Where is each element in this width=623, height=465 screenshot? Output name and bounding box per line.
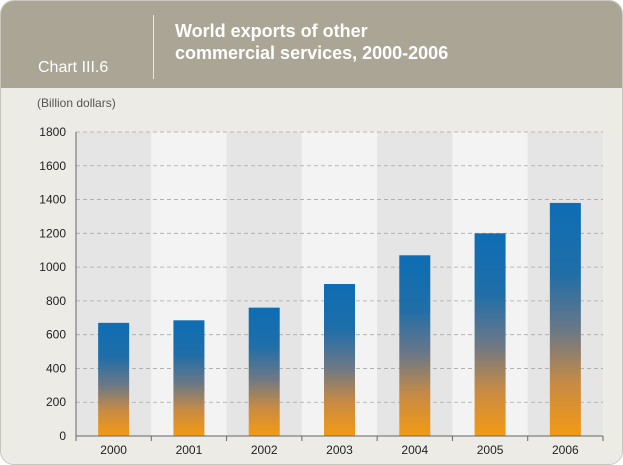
bar-2004 [399, 255, 431, 436]
bar-2002 [248, 307, 280, 436]
y-tick-label: 1200 [39, 226, 66, 240]
y-unit-label: (Billion dollars) [37, 96, 116, 110]
x-tick-label: 2003 [326, 443, 353, 457]
y-tick-label: 0 [59, 429, 66, 443]
y-tick-label: 1000 [39, 260, 66, 274]
x-tick-label: 2004 [401, 443, 428, 457]
header-divider [153, 15, 154, 79]
x-tick-label: 2000 [100, 443, 127, 457]
y-tick-label: 200 [46, 395, 66, 409]
y-tick-label: 1800 [39, 125, 66, 139]
x-tick-label: 2006 [552, 443, 579, 457]
y-tick-label: 400 [46, 361, 66, 375]
bar-2005 [474, 233, 506, 436]
y-tick-label: 600 [46, 328, 66, 342]
y-tick-label: 800 [46, 294, 66, 308]
bar-2006 [549, 202, 581, 436]
x-tick-label: 2002 [251, 443, 278, 457]
bar-2001 [173, 320, 205, 436]
x-tick-label: 2005 [477, 443, 504, 457]
chart-title: World exports of other commercial servic… [175, 21, 449, 63]
chart-number-label: Chart III.6 [38, 59, 109, 76]
y-tick-label: 1600 [39, 159, 66, 173]
chart-header: Chart III.6 World exports of other comme… [1, 1, 622, 88]
x-tick-label: 2001 [176, 443, 203, 457]
bar-2000 [98, 322, 130, 436]
bar-2003 [324, 284, 355, 436]
y-tick-label: 1400 [39, 193, 66, 207]
